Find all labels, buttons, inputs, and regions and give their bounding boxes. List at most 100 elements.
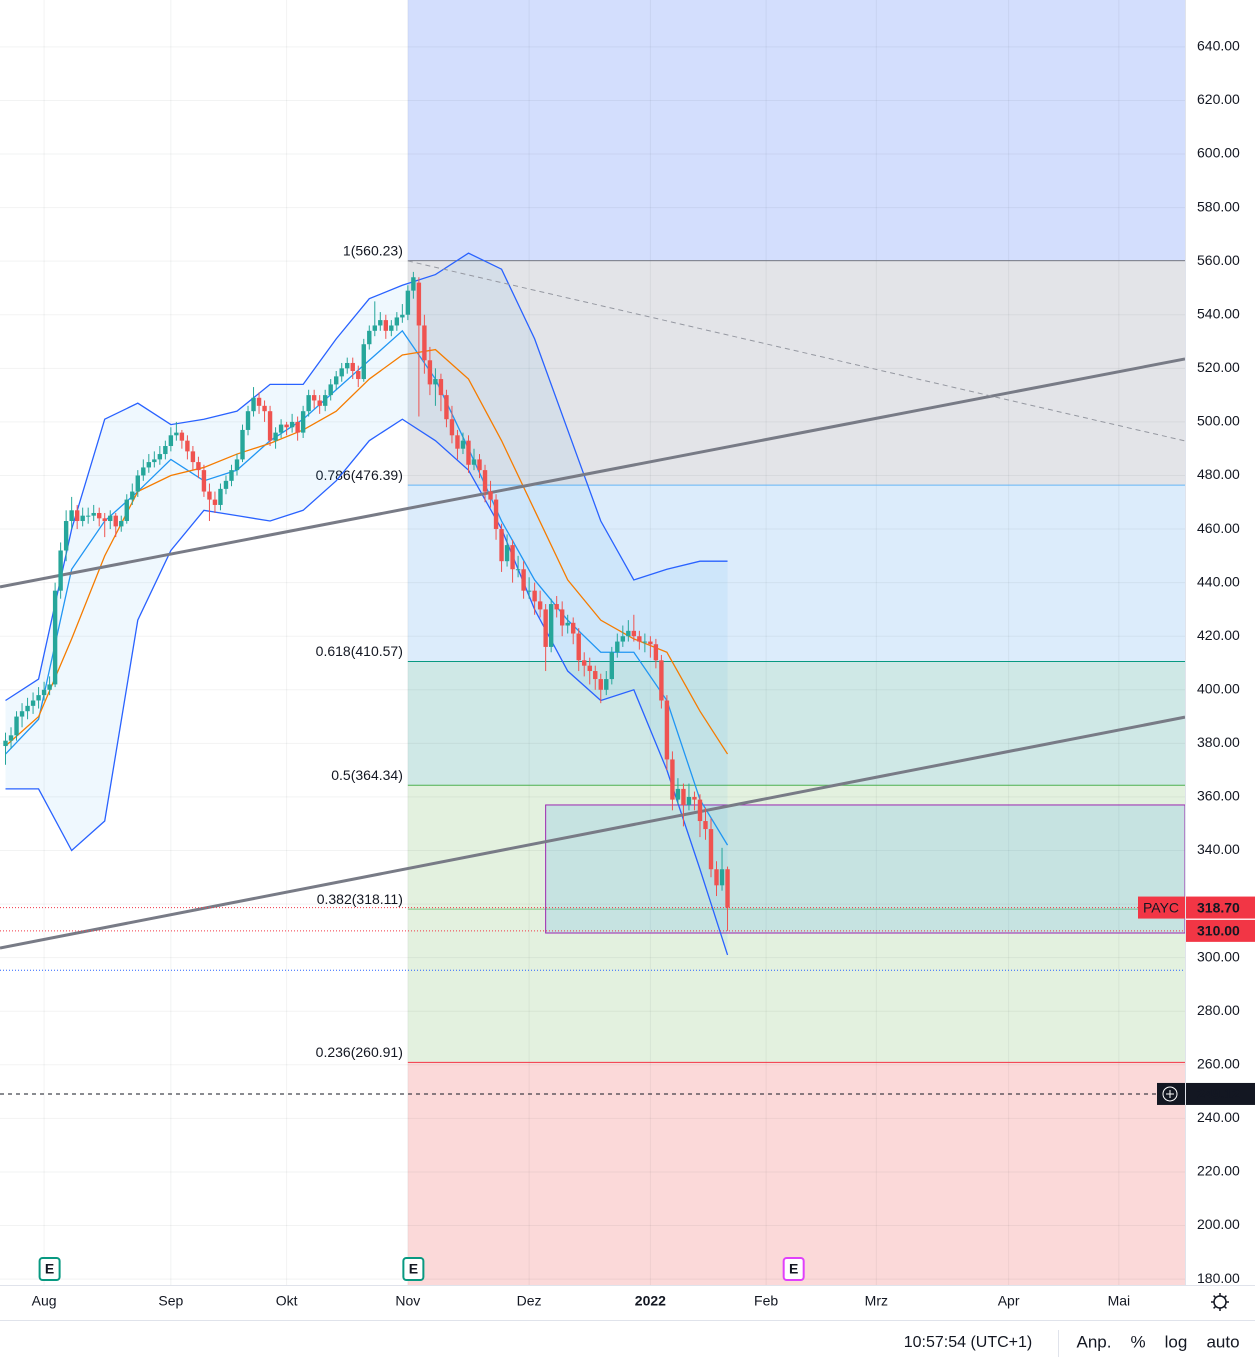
candle-body <box>708 829 714 870</box>
candle-body <box>278 424 284 433</box>
candle-body <box>449 419 455 436</box>
candle-body <box>515 569 521 571</box>
x-tick-label: Nov <box>395 1293 420 1309</box>
x-tick-label: Mai <box>1108 1293 1131 1309</box>
candle-body <box>537 601 543 610</box>
candle-body <box>593 671 598 680</box>
footer-button[interactable]: Anp. <box>1077 1332 1112 1351</box>
candle-body <box>14 716 19 736</box>
candle-body <box>703 821 708 830</box>
candle-body <box>378 320 383 326</box>
y-tick-label: 340.00 <box>1197 841 1240 857</box>
earnings-badge[interactable] <box>402 1257 425 1281</box>
candle-body <box>664 700 670 760</box>
candle-body <box>637 636 642 642</box>
candle-body <box>714 869 719 886</box>
candle-body <box>80 515 85 522</box>
fib-zone <box>407 1062 1185 1285</box>
symbol-tag-box <box>1138 896 1185 919</box>
x-tick-label: Aug <box>32 1293 57 1309</box>
x-tick-label: Okt <box>276 1293 298 1309</box>
candle-body <box>653 644 659 661</box>
add-alert-icon <box>1162 1086 1178 1102</box>
candle-body <box>63 521 69 551</box>
earnings-badge[interactable] <box>782 1257 805 1281</box>
candle-body <box>179 432 185 441</box>
candle-body <box>405 290 411 315</box>
candle-body <box>466 440 471 465</box>
candle-body <box>256 397 262 406</box>
candle-body <box>372 325 377 331</box>
candle-body <box>218 488 223 505</box>
footer-button[interactable]: auto <box>1206 1332 1239 1351</box>
candle-body <box>642 641 648 643</box>
candle-body <box>554 604 559 610</box>
y-tick-label: 380.00 <box>1197 734 1240 750</box>
x-tick-label: Apr <box>998 1293 1020 1309</box>
candle-body <box>19 711 25 717</box>
y-tick-label: 400.00 <box>1197 680 1240 696</box>
candle-body <box>152 459 157 463</box>
candle-body <box>659 660 664 701</box>
candle-body <box>471 459 477 465</box>
candle-body <box>284 424 289 428</box>
candle-body <box>615 641 620 653</box>
y-tick-label: 540.00 <box>1197 305 1240 321</box>
candle-body <box>543 609 548 647</box>
candle-body <box>174 432 179 436</box>
y-tick-label: 360.00 <box>1197 788 1240 804</box>
y-tick-label: 260.00 <box>1197 1056 1240 1072</box>
candle-body <box>201 470 207 492</box>
candle-body <box>157 454 163 460</box>
candle-body <box>670 759 675 800</box>
candle-body <box>477 459 482 471</box>
x-tick-label: Sep <box>158 1293 183 1309</box>
y-tick-label: 500.00 <box>1197 413 1240 429</box>
candle-body <box>438 379 444 396</box>
range-box <box>545 804 1186 934</box>
candle-body <box>521 569 526 591</box>
candle-body <box>334 376 339 385</box>
earnings-label: E <box>789 1261 798 1277</box>
candle-body <box>124 499 129 522</box>
candle-body <box>130 491 135 500</box>
candle-body <box>389 325 394 331</box>
price-label: 318.70 <box>1197 899 1240 915</box>
price-label-box <box>1186 1082 1255 1105</box>
footer-button[interactable]: log <box>1165 1332 1188 1351</box>
clock: 10:57:54 (UTC+1) <box>904 1334 1033 1351</box>
candle-body <box>69 510 74 522</box>
y-tick-label: 280.00 <box>1197 1002 1240 1018</box>
earnings-label: E <box>45 1261 54 1277</box>
candle-body <box>559 609 565 626</box>
candle-body <box>212 499 218 505</box>
candle-body <box>36 695 41 701</box>
symbol-tag: PAYC <box>1143 899 1179 915</box>
candle-body <box>499 529 504 562</box>
candle-body <box>482 470 488 492</box>
earnings-badge[interactable] <box>38 1257 61 1281</box>
candle-body <box>289 421 295 428</box>
candle-body <box>108 515 113 522</box>
candle-body <box>229 470 234 481</box>
candle-body <box>609 652 614 680</box>
trendline <box>0 715 1186 950</box>
candle-body <box>146 462 152 468</box>
candle-body <box>582 660 587 666</box>
candle-body <box>493 499 499 530</box>
footer-button[interactable]: % <box>1130 1332 1145 1351</box>
fib-zone <box>407 260 1185 486</box>
candle-body <box>322 395 328 406</box>
candle-body <box>620 636 626 642</box>
candle-body <box>631 630 637 637</box>
candle-body <box>675 788 681 800</box>
settings-icon[interactable] <box>1211 1293 1229 1311</box>
candle-body <box>245 411 251 430</box>
candle-body <box>411 277 416 291</box>
add-alert-icon <box>1166 1089 1174 1098</box>
candle-body <box>345 362 350 369</box>
candle-body <box>719 869 725 886</box>
candle-body <box>74 510 80 522</box>
y-tick-label: 420.00 <box>1197 627 1240 643</box>
y-tick-label: 560.00 <box>1197 252 1240 268</box>
